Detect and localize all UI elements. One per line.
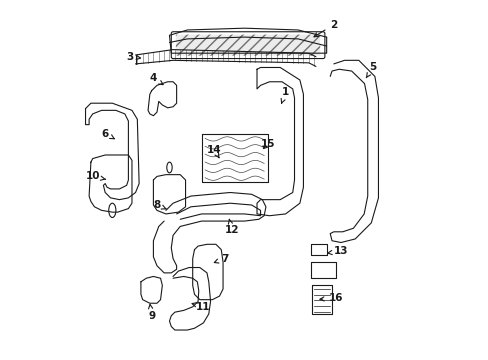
Text: 12: 12: [224, 219, 239, 235]
Text: 11: 11: [192, 302, 210, 312]
Text: 1: 1: [281, 87, 288, 103]
Text: 9: 9: [148, 305, 155, 321]
FancyBboxPatch shape: [176, 35, 320, 56]
Text: 8: 8: [153, 200, 166, 210]
Text: 5: 5: [366, 63, 376, 78]
Text: 2: 2: [313, 19, 337, 37]
Text: 10: 10: [85, 171, 105, 181]
Text: 6: 6: [102, 129, 114, 139]
Text: 13: 13: [327, 247, 347, 256]
Text: 3: 3: [126, 52, 140, 62]
Text: 16: 16: [319, 293, 342, 303]
Text: 4: 4: [149, 73, 163, 85]
Text: 15: 15: [260, 139, 274, 149]
Text: 14: 14: [206, 145, 221, 158]
Text: 7: 7: [214, 253, 228, 264]
